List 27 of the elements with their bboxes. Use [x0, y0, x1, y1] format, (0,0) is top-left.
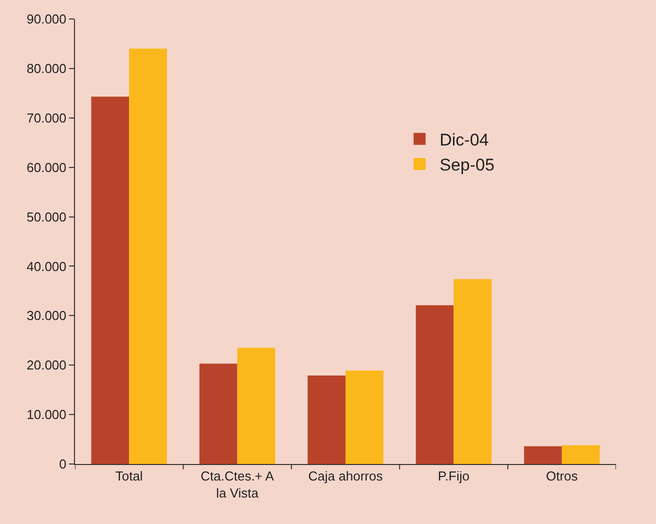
x-tick-label: Caja ahorros — [308, 468, 384, 484]
y-tick-label: 70.000 — [26, 110, 66, 126]
x-tick-label: Cta.Ctes.+ A la Vista — [200, 468, 274, 500]
legend-label: Dic-04 — [440, 130, 489, 150]
y-tick-label: 30.000 — [26, 308, 66, 324]
y-tick-label: 50.000 — [26, 209, 66, 224]
y-tick-label: 0 — [59, 456, 66, 472]
bar — [308, 375, 346, 464]
bar — [346, 370, 384, 464]
y-tick-label: 40.000 — [26, 258, 66, 274]
bar — [524, 446, 562, 464]
y-tick-label: 80.000 — [26, 60, 66, 76]
y-tick-label: 20.000 — [26, 358, 66, 373]
y-tick-label: 60.000 — [26, 160, 66, 175]
bar — [562, 445, 600, 464]
bar — [237, 348, 276, 464]
legend-label: Sep-05 — [440, 156, 494, 175]
bar — [199, 364, 238, 464]
bar — [91, 96, 130, 464]
x-tick-label: Total — [115, 468, 143, 484]
bar — [454, 279, 492, 464]
x-tick-label: Otros — [546, 468, 578, 484]
bar — [416, 305, 454, 464]
x-tick-label: P.Fijo — [438, 468, 470, 484]
bar — [129, 48, 167, 464]
y-tick-label: 10.000 — [26, 407, 66, 422]
y-tick-label: 90.000 — [26, 12, 66, 27]
